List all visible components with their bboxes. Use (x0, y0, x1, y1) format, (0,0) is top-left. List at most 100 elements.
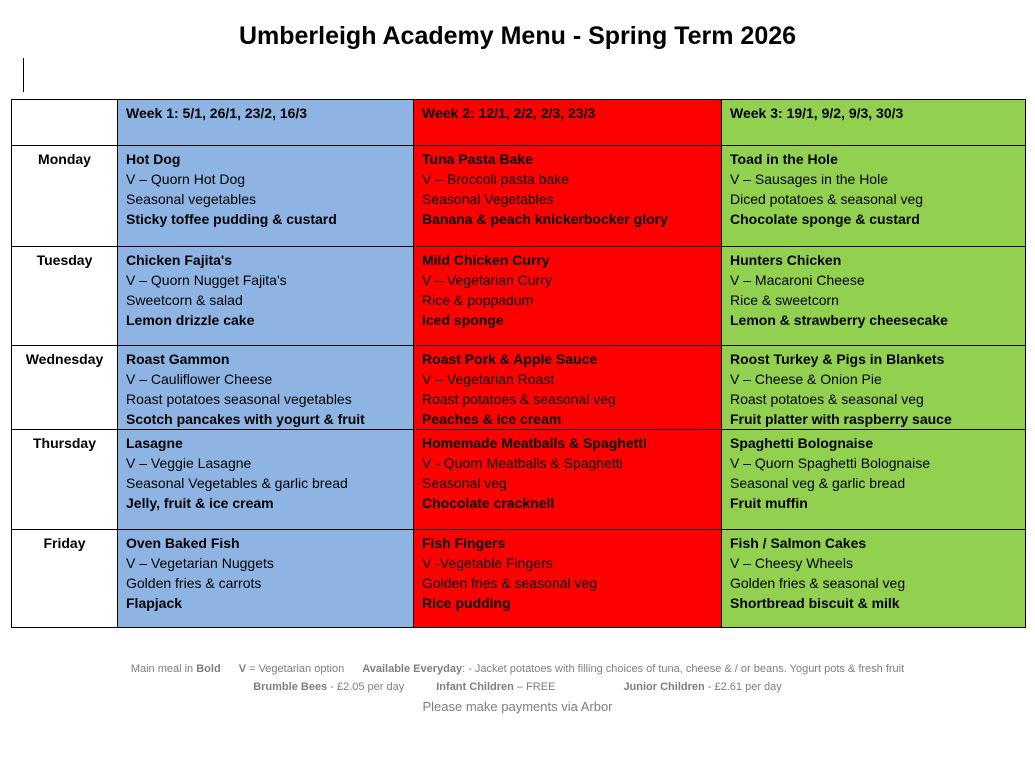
vegetarian-option: V – Cauliflower Cheese (126, 371, 273, 387)
main-meal: Lasagne (126, 435, 183, 451)
junior-label: Junior Children (623, 681, 705, 693)
day-label: Friday (11, 529, 118, 628)
menu-cell-week-2: Homemade Meatballs & Spaghetti V - Quorn … (413, 429, 722, 530)
dessert: Shortbread biscuit & milk (730, 595, 900, 611)
side-dish: Roast potatoes seasonal vegetables (126, 391, 352, 407)
main-meal: Spaghetti Bolognaise (730, 435, 874, 451)
page-title: Umberleigh Academy Menu - Spring Term 20… (238, 22, 797, 50)
main-meal: Roost Turkey & Pigs in Blankets (730, 351, 945, 367)
day-row-thursday: Thursday Lasagne V – Veggie Lasagne Seasona… (11, 429, 1026, 530)
dessert: Rice pudding (422, 595, 511, 611)
dessert: Chocolate cracknell (422, 495, 555, 511)
side-dish: Golden fries & carrots (126, 575, 262, 591)
side-dish: Seasonal veg (422, 475, 507, 491)
vegetarian-option: V – Vegetarian Nuggets (126, 555, 274, 571)
header-row: Week 1: 5/1, 26/1, 23/2, 16/3 Week 2: 12… (11, 99, 1026, 146)
corner-cell (11, 99, 118, 146)
everyday-text: : - Jacket potatoes with filling choices… (462, 663, 905, 675)
dessert: Lemon drizzle cake (126, 312, 255, 328)
footer: Main meal in Bold V = Vegetarian option Av… (0, 660, 1035, 716)
day-label: Wednesday (11, 345, 118, 430)
vegetarian-option: V – Cheesy Wheels (730, 555, 853, 571)
menu-cell-week-2: Mild Chicken Curry V – Vegetarian Curry Ri… (413, 246, 722, 346)
menu-cell-week-3: Roost Turkey & Pigs in Blankets V – Chees… (721, 345, 1026, 430)
day-row-monday: Monday Hot Dog V – Quorn Hot Dog Seasonal v… (11, 145, 1026, 247)
main-meal: Fish / Salmon Cakes (730, 535, 867, 551)
main-meal: Roast Pork & Apple Sauce (422, 351, 598, 367)
main-meal-note: Main meal in (130, 663, 197, 675)
footer-line-2: Brumble Bees - £2.05 per day Infant Child… (0, 678, 1035, 696)
menu-cell-week-3: Spaghetti Bolognaise V – Quorn Spaghetti … (721, 429, 1026, 530)
junior-price: - £2.61 per day (704, 681, 782, 693)
side-dish: Sweetcorn & salad (126, 292, 243, 308)
footer-line-1: Main meal in Bold V = Vegetarian option Av… (0, 660, 1035, 678)
dessert: Iced sponge (422, 312, 504, 328)
menu-cell-week-3: Toad in the Hole V – Sausages in the Hole… (721, 145, 1026, 247)
week-1-header: Week 1: 5/1, 26/1, 23/2, 16/3 (117, 99, 414, 146)
vegetarian-option: V – Quorn Nugget Fajita's (126, 272, 287, 288)
menu-cell-week-1: Hot Dog V – Quorn Hot Dog Seasonal vegetab… (117, 145, 414, 247)
side-dish: Seasonal Vegetables (422, 191, 554, 207)
menu-cell-week-1: Lasagne V – Veggie Lasagne Seasonal Vegeta… (117, 429, 414, 530)
infant-label: Infant Children (436, 681, 514, 693)
vegetarian-option: V – Broccoli pasta bake (422, 171, 570, 187)
side-dish: Rice & sweetcorn (730, 292, 839, 308)
v-key: V (238, 663, 247, 675)
menu-cell-week-2: Tuna Pasta Bake V – Broccoli pasta bake Se… (413, 145, 722, 247)
main-meal: Toad in the Hole (730, 151, 838, 167)
bees-price: - £2.05 per day (327, 681, 405, 693)
main-meal: Mild Chicken Curry (422, 252, 550, 268)
week-2-header: Week 2: 12/1, 2/2, 2/3, 23/3 (413, 99, 722, 146)
v-note: = Vegetarian option (246, 663, 345, 675)
dessert: Banana & peach knickerbocker glory (422, 211, 668, 227)
vegetarian-option: V – Cheese & Onion Pie (730, 371, 882, 387)
main-meal: Roast Gammon (126, 351, 230, 367)
text-cursor (23, 58, 24, 92)
vegetarian-option: V – Sausages in the Hole (730, 171, 888, 187)
vegetarian-option: V – Macaroni Cheese (730, 272, 865, 288)
dessert: Sticky toffee pudding & custard (126, 211, 337, 227)
menu-cell-week-1: Oven Baked Fish V – Vegetarian Nuggets Gol… (117, 529, 414, 628)
main-meal: Tuna Pasta Bake (422, 151, 534, 167)
vegetarian-option: V – Vegetarian Roast (422, 371, 555, 387)
menu-table: Week 1: 5/1, 26/1, 23/2, 16/3 Week 2: 12… (11, 99, 1026, 628)
everyday-label: Available Everyday (362, 663, 463, 675)
main-meal: Oven Baked Fish (126, 535, 240, 551)
menu-cell-week-2: Fish Fingers V -Vegetable Fingers Golden f… (413, 529, 722, 628)
day-label: Monday (11, 145, 118, 247)
side-dish: Rice & poppadum (422, 292, 534, 308)
day-row-wednesday: Wednesday Roast Gammon V – Cauliflower Che… (11, 345, 1026, 430)
dessert: Lemon & strawberry cheesecake (730, 312, 948, 328)
payment-note: Please make payments via Arbor (422, 699, 613, 714)
menu-cell-week-2: Roast Pork & Apple Sauce V – Vegetarian R… (413, 345, 722, 430)
side-dish: Seasonal veg & garlic bread (730, 475, 906, 491)
menu-cell-week-1: Chicken Fajita's V – Quorn Nugget Fajita'… (117, 246, 414, 346)
main-meal: Hot Dog (126, 151, 181, 167)
main-meal: Homemade Meatballs & Spaghetti (422, 435, 647, 451)
dessert: Fruit muffin (730, 495, 808, 511)
bold-note: Bold (196, 663, 221, 675)
menu-cell-week-3: Hunters Chicken V – Macaroni Cheese Rice &… (721, 246, 1026, 346)
dessert: Jelly, fruit & ice cream (126, 495, 274, 511)
side-dish: Seasonal Vegetables & garlic bread (126, 475, 348, 491)
dessert: Fruit platter with raspberry sauce (730, 411, 952, 427)
day-row-tuesday: Tuesday Chicken Fajita's V – Quorn Nugget … (11, 246, 1026, 346)
dessert: Scotch pancakes with yogurt & fruit (126, 411, 365, 427)
main-meal: Hunters Chicken (730, 252, 842, 268)
main-meal: Fish Fingers (422, 535, 506, 551)
side-dish: Roast potatoes & seasonal veg (730, 391, 924, 407)
vegetarian-option: V – Veggie Lasagne (126, 455, 252, 471)
vegetarian-option: V -Vegetable Fingers (422, 555, 553, 571)
side-dish: Golden fries & seasonal veg (422, 575, 598, 591)
week-3-header: Week 3: 19/1, 9/2, 9/3, 30/3 (721, 99, 1026, 146)
main-meal: Chicken Fajita's (126, 252, 233, 268)
side-dish: Roast potatoes & seasonal veg (422, 391, 616, 407)
vegetarian-option: V - Quorn Meatballs & Spaghetti (422, 455, 623, 471)
day-label: Thursday (11, 429, 118, 530)
side-dish: Golden fries & seasonal veg (730, 575, 906, 591)
side-dish: Seasonal vegetables (126, 191, 256, 207)
menu-cell-week-1: Roast Gammon V – Cauliflower Cheese Roast … (117, 345, 414, 430)
dessert: Flapjack (126, 595, 183, 611)
dessert: Peaches & ice cream (422, 411, 562, 427)
dessert: Chocolate sponge & custard (730, 211, 920, 227)
